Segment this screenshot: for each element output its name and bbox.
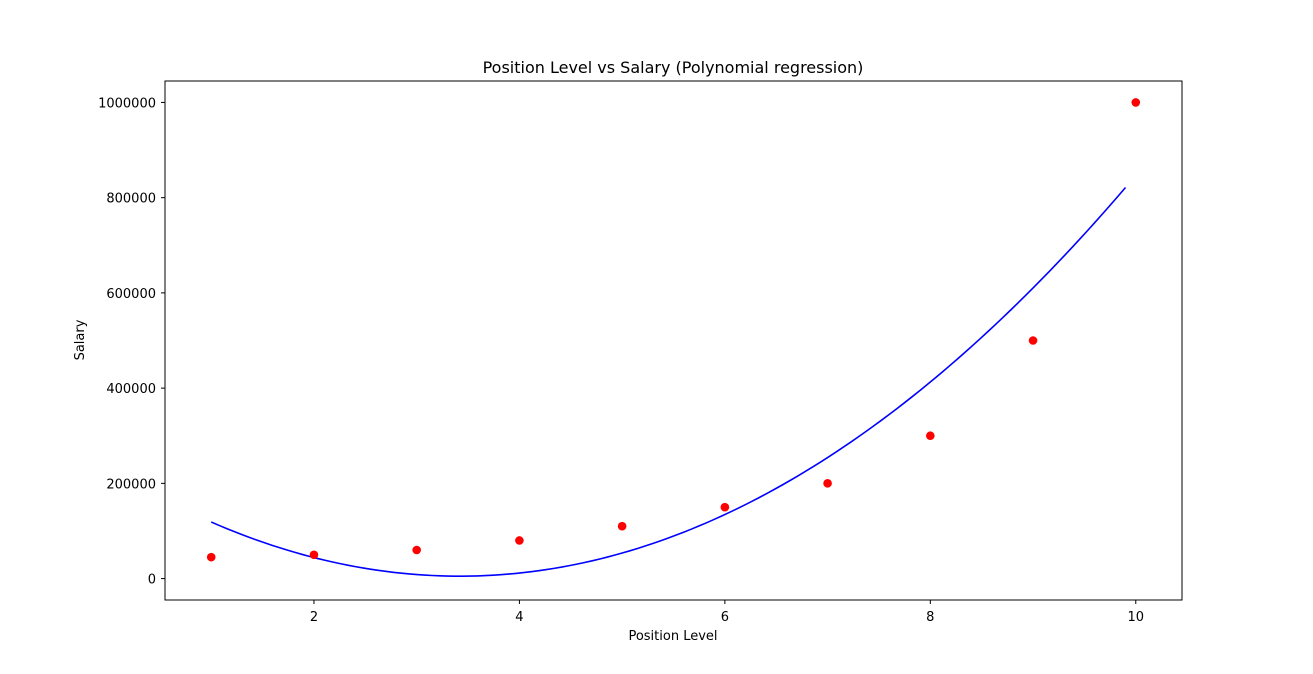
- y-tick-label: 800000: [106, 192, 156, 207]
- y-tick-label: 600000: [106, 287, 156, 302]
- x-axis-ticks: 2 4 6 8 10: [310, 600, 1144, 625]
- y-tick-label: 0: [148, 573, 156, 588]
- plot-area: [206, 98, 1141, 577]
- data-point: [206, 552, 216, 562]
- data-point: [1131, 98, 1141, 107]
- y-axis-ticks: 0 200000 400000 600000 800000 1000000: [98, 96, 165, 588]
- y-tick-label: 200000: [106, 477, 156, 492]
- data-point: [412, 545, 421, 555]
- y-tick-label: 400000: [106, 382, 156, 397]
- y-tick-label: 1000000: [98, 96, 156, 111]
- x-tick-label: 2: [310, 610, 318, 625]
- x-tick-label: 6: [721, 610, 729, 625]
- data-point: [720, 502, 730, 512]
- x-tick-label: 10: [1127, 610, 1144, 625]
- x-tick-label: 4: [515, 610, 523, 625]
- regression-line: [210, 187, 1127, 577]
- x-tick-label: 8: [926, 610, 934, 625]
- data-point: [1028, 336, 1038, 345]
- x-axis-label: Position Level: [628, 629, 717, 644]
- data-point: [515, 536, 524, 545]
- y-axis-label: Salary: [73, 319, 88, 360]
- data-point: [926, 431, 935, 441]
- data-point: [309, 550, 319, 560]
- axes-frame: [164, 80, 1183, 601]
- data-point: [823, 479, 832, 488]
- data-point: [617, 521, 627, 531]
- chart-title: Position Level vs Salary (Polynomial reg…: [483, 58, 864, 77]
